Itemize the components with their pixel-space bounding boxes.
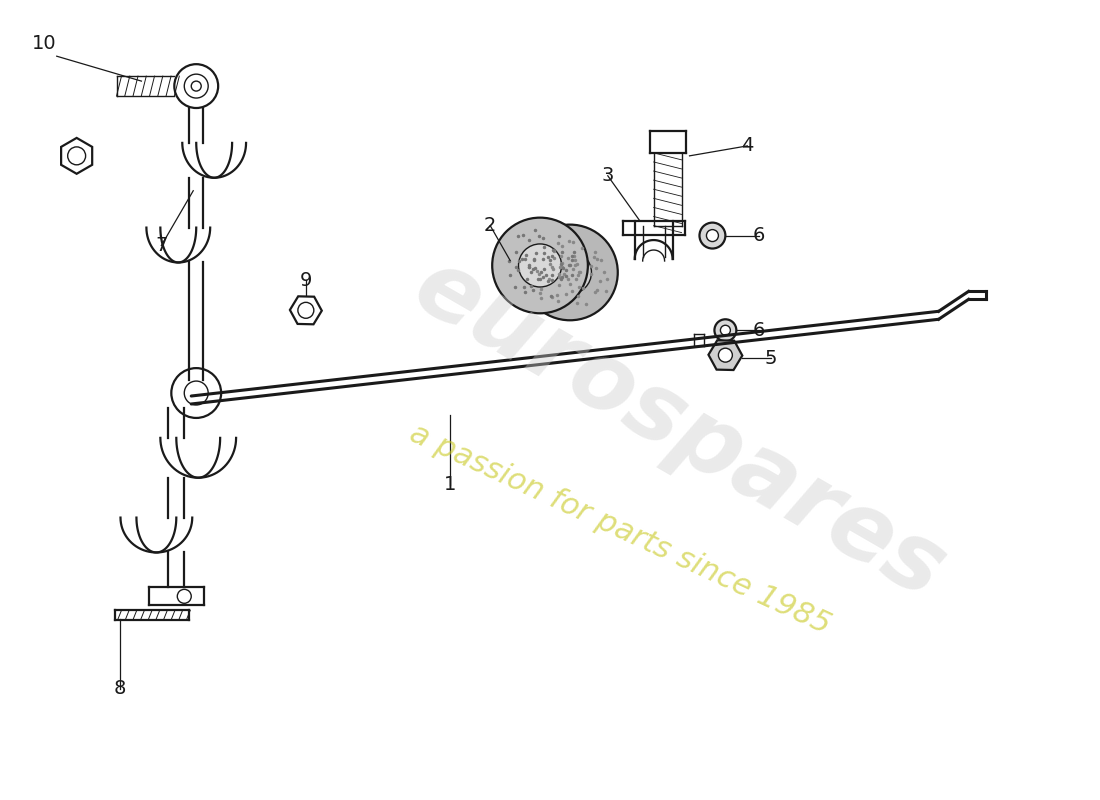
Circle shape: [522, 225, 618, 320]
Circle shape: [549, 251, 592, 294]
Circle shape: [518, 244, 562, 287]
Text: 5: 5: [764, 349, 778, 368]
Text: 3: 3: [602, 166, 614, 186]
Text: 8: 8: [113, 679, 125, 698]
Circle shape: [700, 222, 725, 249]
Text: 2: 2: [484, 216, 496, 235]
Text: 6: 6: [754, 321, 766, 340]
Text: 1: 1: [444, 475, 456, 494]
Text: a passion for parts since 1985: a passion for parts since 1985: [405, 419, 835, 640]
Text: eurospares: eurospares: [398, 241, 961, 619]
Circle shape: [714, 319, 736, 342]
Text: 6: 6: [754, 226, 766, 245]
Circle shape: [492, 218, 587, 314]
Text: 9: 9: [299, 271, 312, 290]
Text: 10: 10: [32, 34, 56, 53]
Text: 4: 4: [741, 136, 754, 155]
Circle shape: [720, 326, 730, 335]
Circle shape: [718, 348, 733, 362]
Text: 7: 7: [155, 236, 167, 255]
Circle shape: [706, 230, 718, 242]
